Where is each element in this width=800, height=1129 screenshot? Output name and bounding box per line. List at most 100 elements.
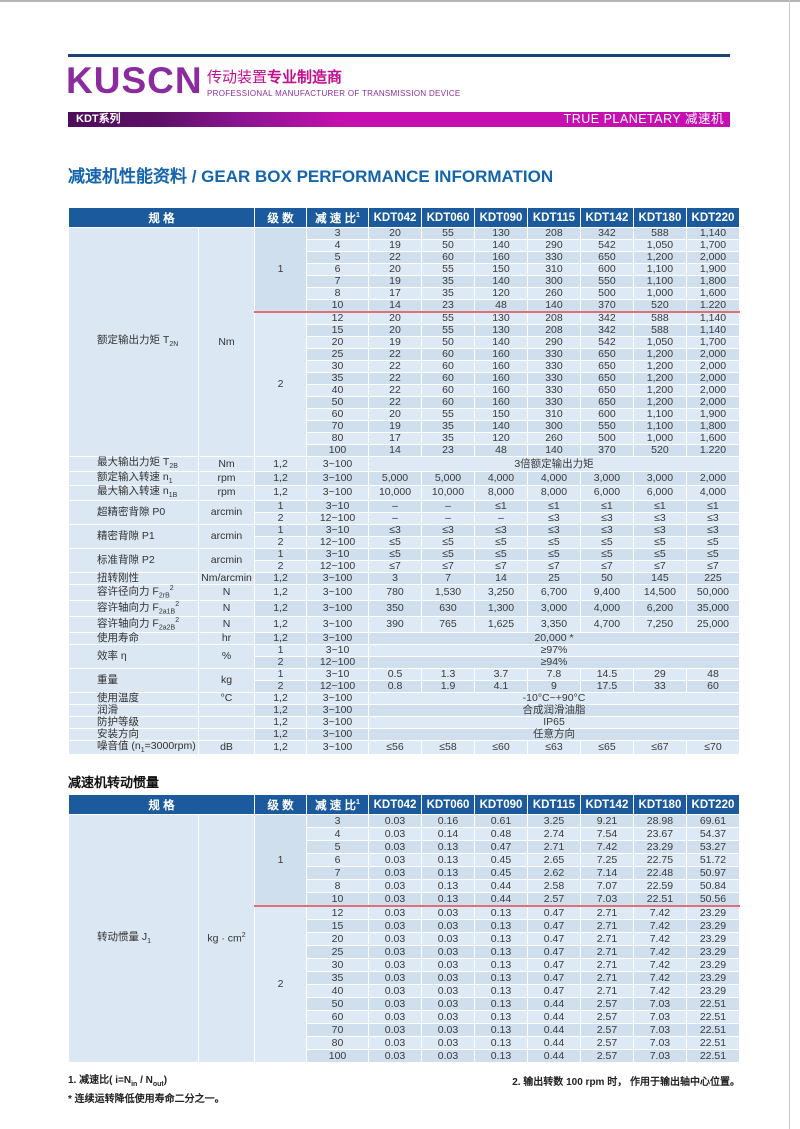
footnote-2: 2. 输出转数 100 rpm 时， 作用于输出轴中心位置。 (512, 1077, 740, 1089)
value-cell: 22 (368, 384, 422, 398)
stage-cell: 1 (254, 667, 308, 681)
value-cell: 1,200 (632, 372, 687, 386)
value-cell: 350 (368, 599, 422, 617)
value-cell: 35 (421, 275, 475, 289)
ratio-cell: 100 (306, 1049, 370, 1064)
value-cell: 22.51 (685, 1010, 741, 1025)
value-cell: 2,000 (685, 360, 741, 374)
column-header-model: KDT042 (368, 208, 422, 228)
value-cell: 0.14 (421, 827, 475, 842)
unit-cell: Nm/arcmin (197, 571, 256, 585)
value-cell: 7.42 (632, 932, 687, 947)
ratio-cell: 4 (306, 827, 370, 842)
value-cell: 3,000 (526, 599, 581, 617)
ratio-cell: 8 (306, 287, 370, 301)
value-cell: 342 (579, 311, 634, 326)
value-cell: 7.42 (632, 971, 687, 986)
value-cell: 140 (473, 275, 528, 289)
spec-label-cell: 使用寿命 (68, 631, 199, 645)
value-cell: – (421, 511, 475, 525)
stage-cell: 1,2 (254, 583, 308, 601)
value-cell: 23.29 (685, 932, 741, 947)
spec-label-cell: 精密背隙 P1 (68, 523, 199, 549)
value-cell: 0.5 (368, 667, 422, 681)
value-cell: 0.13 (421, 853, 475, 868)
value-cell: 22 (368, 360, 422, 374)
value-cell: 2.57 (579, 1023, 634, 1038)
value-cell: 2.71 (579, 919, 634, 934)
value-cell: 6,000 (579, 485, 634, 501)
value-cell: 0.03 (368, 892, 422, 907)
value-cell: 29 (632, 667, 687, 681)
value-cell: 1,200 (632, 348, 687, 362)
value-cell: 2,000 (685, 396, 741, 410)
value-cell: 3,250 (473, 583, 528, 601)
value-cell: 130 (473, 324, 528, 338)
value-cell: 0.03 (368, 905, 422, 921)
ratio-cell: 12~100 (306, 655, 370, 669)
value-cell: 260 (526, 287, 581, 301)
value-cell: 7.03 (632, 997, 687, 1012)
value-cell: 23 (421, 444, 475, 458)
ratio-cell: 70 (306, 420, 370, 434)
value-cell: 0.13 (473, 997, 528, 1012)
value-cell: ≤3 (685, 523, 741, 537)
ratio-cell: 10 (306, 892, 370, 907)
page-title: 减速机性能资料 / GEAR BOX PERFORMANCE INFORMATI… (68, 167, 554, 186)
value-cell: 0.03 (368, 958, 422, 973)
ratio-cell: 12~100 (306, 511, 370, 525)
value-cell: 330 (526, 348, 581, 362)
value-cell: 7.42 (632, 919, 687, 934)
value-cell: 2.57 (526, 892, 581, 907)
value-cell: 60 (421, 348, 475, 362)
value-cell: 160 (473, 372, 528, 386)
value-cell: 160 (473, 251, 528, 265)
ratio-cell: 40 (306, 984, 370, 999)
value-cell: 0.03 (368, 814, 422, 829)
value-cell: 17.5 (579, 679, 634, 693)
column-header-model: KDT060 (421, 208, 475, 228)
ratio-cell: 60 (306, 1010, 370, 1025)
ratio-cell: 8 (306, 879, 370, 894)
column-header-model: KDT042 (368, 795, 422, 816)
value-cell: 0.03 (421, 932, 475, 947)
value-cell: 10,000 (421, 485, 475, 501)
value-cell: 1,200 (632, 251, 687, 265)
stage-cell: 2 (254, 535, 308, 549)
value-cell: 1,000 (632, 432, 687, 446)
value-cell: 208 (526, 226, 581, 241)
value-cell: 0.47 (526, 984, 581, 999)
value-cell: 1,000 (632, 287, 687, 301)
ratio-cell: 30 (306, 360, 370, 374)
value-cell: 60 (421, 384, 475, 398)
value-cell: 0.44 (526, 1010, 581, 1025)
value-cell: ≤7 (685, 559, 741, 573)
stage-cell: 1 (254, 643, 308, 657)
value-cell: 130 (473, 226, 528, 241)
ratio-cell: 5 (306, 840, 370, 855)
ratio-cell: 50 (306, 997, 370, 1012)
value-cell: 0.03 (421, 1036, 475, 1051)
unit-cell: Nm (197, 226, 256, 458)
unit-cell (197, 715, 256, 729)
ratio-cell: 7 (306, 275, 370, 289)
ratio-cell: 35 (306, 971, 370, 986)
value-cell: 2.65 (526, 853, 581, 868)
value-cell: 1,100 (632, 420, 687, 434)
spec-label-cell: 安装方向 (68, 727, 199, 741)
stage-cell: 1,2 (254, 470, 308, 487)
value-cell: 0.03 (368, 1023, 422, 1038)
value-cell: 20 (368, 311, 422, 326)
spec-label-cell: 扭转刚性 (68, 571, 199, 585)
ratio-cell: 3~100 (306, 456, 370, 472)
value-cell: ≤1 (473, 499, 528, 513)
performance-table-header: 规 格级 数减 速 比1 KDT042 KDT060 KDT090 KDT115 KDT1… (67, 208, 741, 228)
value-cell: 650 (579, 251, 634, 265)
value-cell: 500 (579, 287, 634, 301)
value-cell: 0.13 (421, 892, 475, 907)
value-cell: 650 (579, 348, 634, 362)
value-cell: 0.13 (421, 840, 475, 855)
value-cell: ≤3 (421, 523, 475, 537)
value-cell: 160 (473, 360, 528, 374)
stage-cell: 1,2 (254, 599, 308, 617)
